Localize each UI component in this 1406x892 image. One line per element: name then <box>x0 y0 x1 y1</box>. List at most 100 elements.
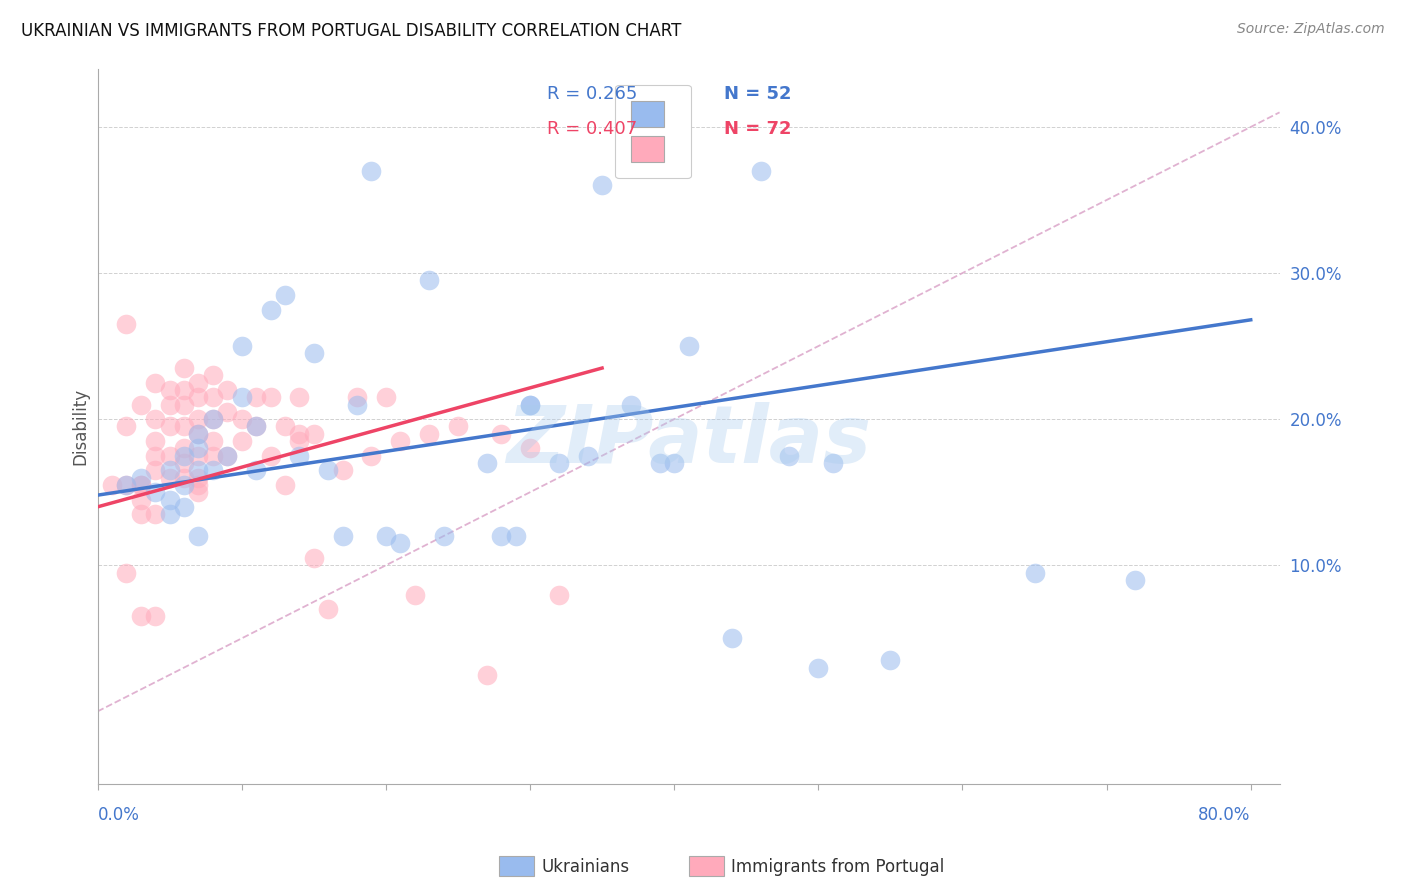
Point <box>879 653 901 667</box>
Point <box>346 390 368 404</box>
Point <box>418 426 440 441</box>
Point <box>173 442 195 456</box>
Point <box>231 339 253 353</box>
Point <box>360 163 382 178</box>
Text: Ukrainians: Ukrainians <box>541 858 630 876</box>
Point <box>288 434 311 449</box>
Point <box>159 383 181 397</box>
Text: Source: ZipAtlas.com: Source: ZipAtlas.com <box>1237 22 1385 37</box>
Point <box>519 442 541 456</box>
Point <box>201 434 224 449</box>
Point <box>489 529 512 543</box>
Point <box>259 449 281 463</box>
Point <box>821 456 844 470</box>
Point <box>1125 573 1147 587</box>
Point <box>678 339 700 353</box>
Point <box>187 485 209 500</box>
Point <box>187 470 209 484</box>
Point <box>245 419 267 434</box>
Point <box>187 449 209 463</box>
Point <box>274 478 297 492</box>
Y-axis label: Disability: Disability <box>72 388 89 465</box>
Point <box>432 529 454 543</box>
Point <box>173 500 195 514</box>
Point <box>316 463 339 477</box>
Text: R = 0.407: R = 0.407 <box>547 120 637 138</box>
Text: ZIPatlas: ZIPatlas <box>506 401 872 480</box>
Point <box>505 529 527 543</box>
Point <box>173 478 195 492</box>
Point <box>519 398 541 412</box>
Point <box>143 507 166 521</box>
Point <box>187 426 209 441</box>
Point <box>201 368 224 383</box>
Point <box>288 426 311 441</box>
Point <box>245 390 267 404</box>
Text: N = 72: N = 72 <box>724 120 792 138</box>
Point <box>143 463 166 477</box>
Point <box>217 383 239 397</box>
Point <box>115 317 138 331</box>
Point <box>201 412 224 426</box>
Point <box>143 609 166 624</box>
Point <box>159 419 181 434</box>
Text: UKRAINIAN VS IMMIGRANTS FROM PORTUGAL DISABILITY CORRELATION CHART: UKRAINIAN VS IMMIGRANTS FROM PORTUGAL DI… <box>21 22 682 40</box>
Point <box>101 478 124 492</box>
Point <box>187 478 209 492</box>
Legend: , : , <box>616 85 690 178</box>
Point <box>129 478 152 492</box>
Point <box>475 668 498 682</box>
Point <box>648 456 671 470</box>
Point <box>201 412 224 426</box>
Point <box>201 449 224 463</box>
Point <box>591 178 613 193</box>
Point <box>143 376 166 390</box>
Point <box>360 449 382 463</box>
Point <box>159 507 181 521</box>
Point <box>115 566 138 580</box>
Point <box>231 434 253 449</box>
Point <box>129 398 152 412</box>
Point <box>217 405 239 419</box>
Point <box>201 390 224 404</box>
Point <box>159 463 181 477</box>
Point <box>115 478 138 492</box>
Point <box>187 426 209 441</box>
Point <box>316 602 339 616</box>
Point <box>143 449 166 463</box>
Point <box>187 463 209 477</box>
Point <box>173 456 195 470</box>
Point <box>187 442 209 456</box>
Point <box>1024 566 1046 580</box>
Point <box>749 163 772 178</box>
Point <box>374 390 396 404</box>
Point <box>547 587 569 601</box>
Point <box>159 492 181 507</box>
Point <box>447 419 470 434</box>
Point <box>404 587 426 601</box>
Point <box>288 449 311 463</box>
Point <box>231 412 253 426</box>
Point <box>159 449 181 463</box>
Point <box>173 470 195 484</box>
Point <box>302 426 325 441</box>
Point <box>807 660 830 674</box>
Point <box>143 434 166 449</box>
Point <box>173 419 195 434</box>
Point <box>201 463 224 477</box>
Point <box>489 426 512 441</box>
Point <box>259 390 281 404</box>
Point <box>173 449 195 463</box>
Text: R = 0.265: R = 0.265 <box>547 85 637 103</box>
Point <box>389 536 412 550</box>
Point <box>231 390 253 404</box>
Point <box>547 456 569 470</box>
Point <box>332 463 354 477</box>
Point <box>173 398 195 412</box>
Point <box>187 390 209 404</box>
Point <box>159 470 181 484</box>
Point <box>173 361 195 376</box>
Point <box>662 456 685 470</box>
Point <box>475 456 498 470</box>
Point <box>129 609 152 624</box>
